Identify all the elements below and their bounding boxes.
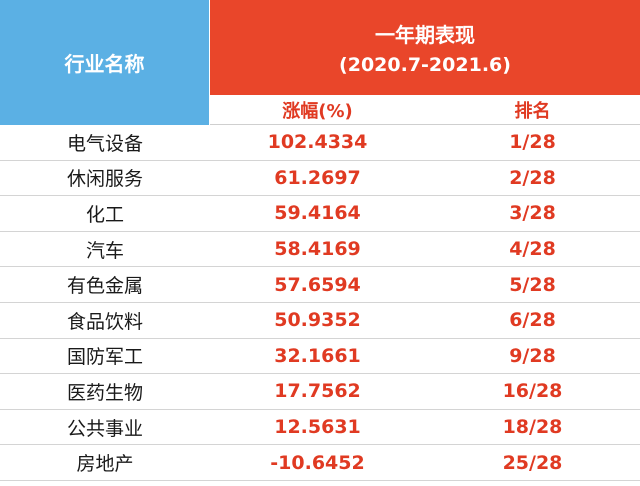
cell-industry: 国防军工 — [0, 339, 210, 375]
cell-industry: 公共事业 — [0, 410, 210, 446]
header-change: 涨幅(%) — [210, 95, 425, 125]
cell-industry: 化工 — [0, 196, 210, 232]
cell-rank: 3/28 — [425, 196, 640, 232]
cell-industry: 有色金属 — [0, 267, 210, 303]
cell-change: 32.1661 — [210, 339, 425, 375]
cell-change: 61.2697 — [210, 161, 425, 197]
cell-change: 50.9352 — [210, 303, 425, 339]
cell-industry: 房地产 — [0, 445, 210, 481]
cell-change: 58.4169 — [210, 232, 425, 268]
cell-rank: 2/28 — [425, 161, 640, 197]
cell-change: 12.5631 — [210, 410, 425, 446]
cell-change: 17.7562 — [210, 374, 425, 410]
cell-industry: 汽车 — [0, 232, 210, 268]
cell-change: 59.4164 — [210, 196, 425, 232]
group-title: 一年期表现 — [375, 23, 475, 47]
cell-industry: 休闲服务 — [0, 161, 210, 197]
cell-rank: 9/28 — [425, 339, 640, 375]
header-group: 一年期表现 (2020.7-2021.6) — [210, 0, 640, 95]
cell-industry: 食品饮料 — [0, 303, 210, 339]
cell-rank: 25/28 — [425, 445, 640, 481]
cell-rank: 1/28 — [425, 125, 640, 161]
cell-rank: 6/28 — [425, 303, 640, 339]
header-industry: 行业名称 — [0, 0, 210, 125]
group-period: (2020.7-2021.6) — [339, 54, 511, 76]
cell-rank: 4/28 — [425, 232, 640, 268]
cell-industry: 医药生物 — [0, 374, 210, 410]
cell-change: 102.4334 — [210, 125, 425, 161]
cell-rank: 18/28 — [425, 410, 640, 446]
header-rank: 排名 — [425, 95, 640, 125]
cell-rank: 16/28 — [425, 374, 640, 410]
cell-industry: 电气设备 — [0, 125, 210, 161]
cell-rank: 5/28 — [425, 267, 640, 303]
cell-change: 57.6594 — [210, 267, 425, 303]
cell-change: -10.6452 — [210, 445, 425, 481]
